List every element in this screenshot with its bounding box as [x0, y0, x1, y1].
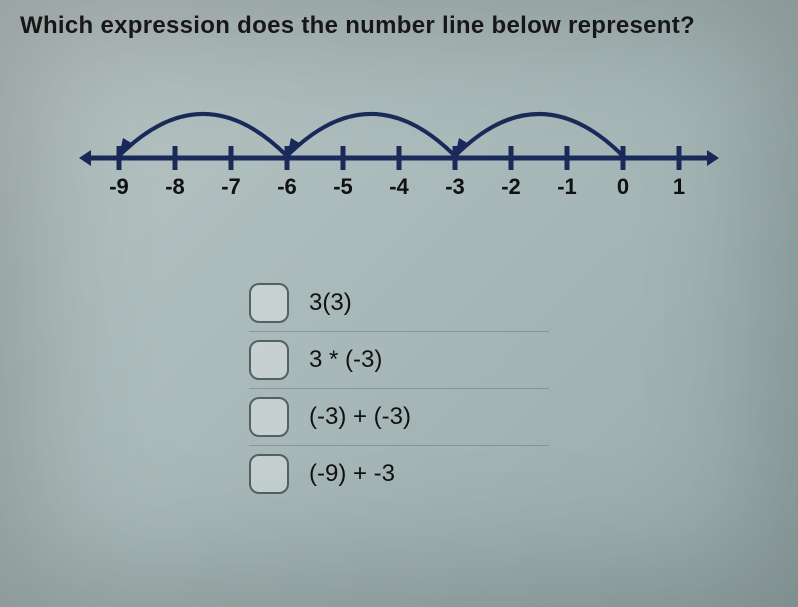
option-row[interactable]: (-3) + (-3)	[249, 389, 549, 446]
svg-text:0: 0	[617, 174, 629, 199]
svg-text:-1: -1	[557, 174, 577, 199]
option-text: 3 * (-3)	[309, 346, 382, 374]
svg-text:-6: -6	[277, 174, 297, 199]
checkbox[interactable]	[249, 397, 289, 437]
option-row[interactable]: 3(3)	[249, 275, 549, 332]
question-text: Which expression does the number line be…	[20, 12, 778, 40]
svg-text:-8: -8	[165, 174, 185, 199]
svg-text:-5: -5	[333, 174, 353, 199]
question-container: Which expression does the number line be…	[0, 0, 798, 514]
checkbox[interactable]	[249, 340, 289, 380]
option-text: (-3) + (-3)	[309, 403, 411, 431]
checkbox[interactable]	[249, 283, 289, 323]
option-text: 3(3)	[309, 289, 352, 317]
svg-text:-3: -3	[445, 174, 465, 199]
option-row[interactable]: (-9) + -3	[249, 446, 549, 502]
svg-text:1: 1	[673, 174, 685, 199]
option-row[interactable]: 3 * (-3)	[249, 332, 549, 389]
number-line: -9 -8 -7 -6 -5 -4 -3 -2 -1 0 1	[79, 80, 719, 215]
option-text: (-9) + -3	[309, 460, 395, 488]
checkbox[interactable]	[249, 454, 289, 494]
svg-text:-4: -4	[389, 174, 409, 199]
answer-options: 3(3) 3 * (-3) (-3) + (-3) (-9) + -3	[249, 275, 549, 502]
svg-text:-9: -9	[109, 174, 129, 199]
svg-text:-2: -2	[501, 174, 521, 199]
number-line-svg: -9 -8 -7 -6 -5 -4 -3 -2 -1 0 1	[79, 80, 719, 210]
svg-text:-7: -7	[221, 174, 241, 199]
